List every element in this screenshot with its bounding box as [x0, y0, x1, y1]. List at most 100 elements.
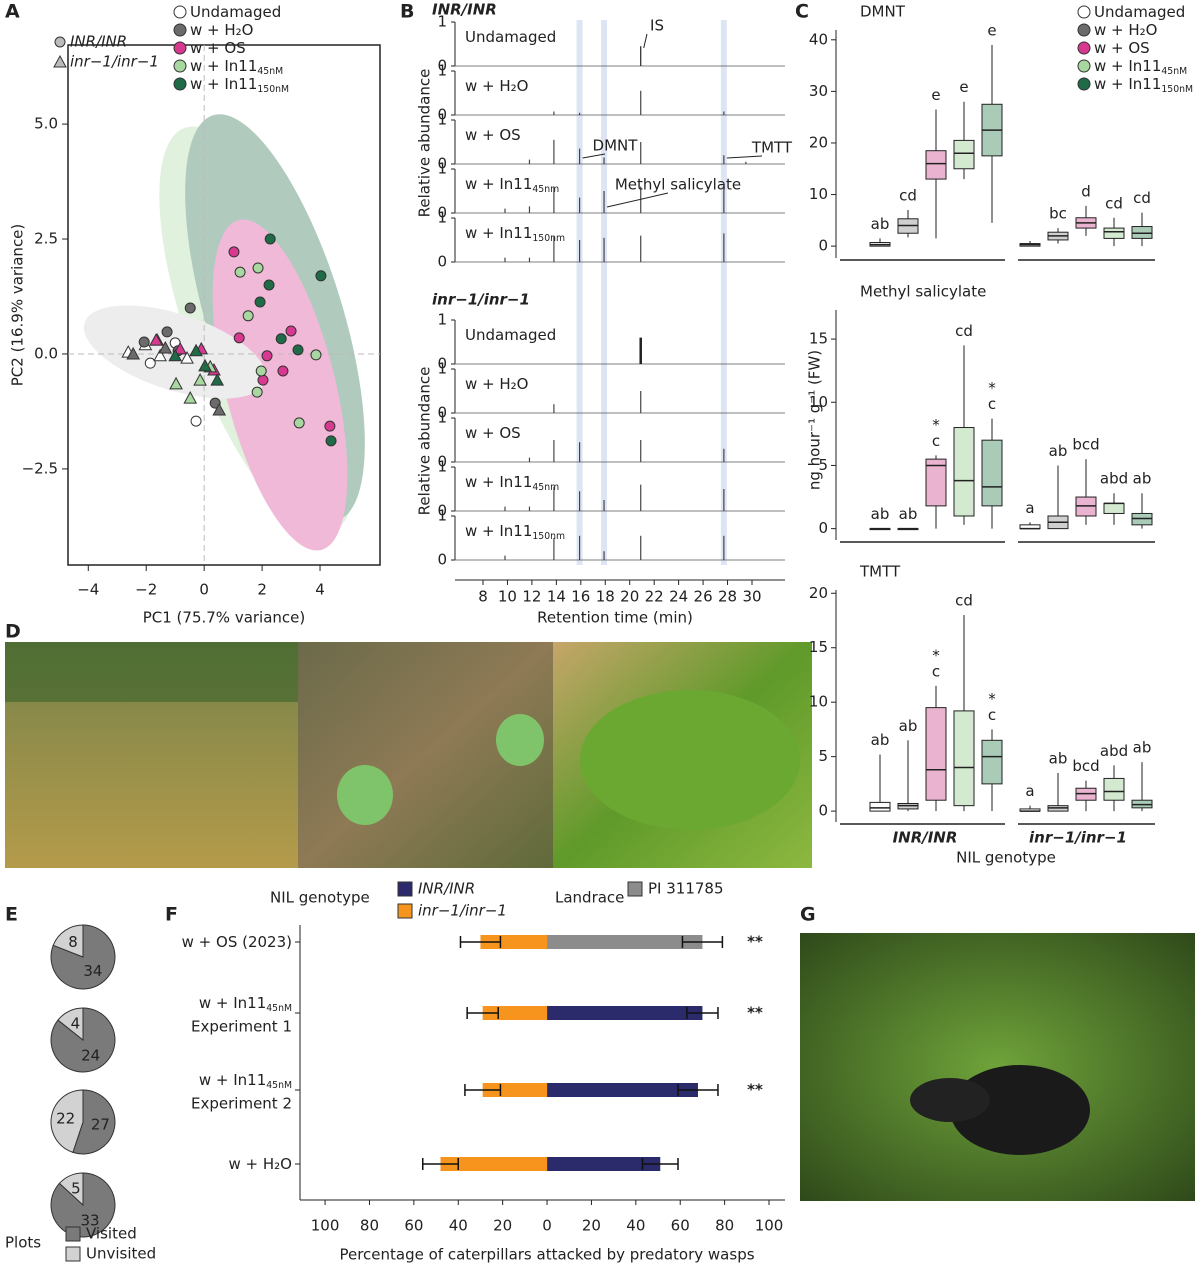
point [234, 266, 246, 278]
x-tick-label: 20 [582, 1217, 601, 1235]
y-tick-label: 1 [437, 311, 447, 329]
point [126, 346, 141, 360]
x-tick-label: 40 [626, 1217, 645, 1235]
letter: bc [1049, 205, 1067, 223]
panel-label: A [5, 1, 20, 23]
x-tick-label: 20 [620, 588, 639, 606]
slice-label: 24 [81, 1046, 100, 1064]
label-part: w + OS [1094, 39, 1150, 57]
x-tick-label: 40 [449, 1217, 468, 1235]
letter: c [932, 662, 940, 680]
letter: c [988, 395, 996, 413]
y-tick-label: 15 [809, 330, 828, 348]
category-note: Experiment 1 [191, 1018, 292, 1036]
trace-label: w + In11150nm [465, 224, 565, 244]
point [190, 415, 202, 427]
point [261, 350, 273, 362]
x-tick-label: 0 [542, 1217, 552, 1235]
wasp [910, 1078, 990, 1122]
box [1103, 502, 1125, 514]
letter: cd [955, 592, 973, 610]
box [1131, 226, 1153, 239]
point [138, 336, 150, 348]
legend-marker [1077, 59, 1091, 73]
panel-label: D [5, 621, 21, 643]
y-tick-label: 1 [437, 160, 447, 178]
point [168, 348, 183, 362]
legend-swatch [65, 1246, 81, 1262]
legend-label: INR/INR [418, 880, 475, 898]
x-tick-label: 80 [360, 1217, 379, 1235]
box [981, 739, 1003, 785]
point [315, 270, 327, 282]
subscript: 45nM [1161, 66, 1187, 77]
trace-label: w + OS [465, 126, 521, 144]
panel-label: G [800, 904, 816, 926]
y-tick-label: 5 [818, 747, 828, 765]
category-label: w + H₂O [229, 1155, 292, 1173]
legend-label: w + OS [1094, 39, 1150, 57]
point [275, 333, 287, 345]
annotation: IS [650, 17, 664, 35]
point [252, 262, 264, 274]
letter: bcd [1072, 436, 1099, 454]
point [158, 340, 173, 354]
label-part: w + In11 [199, 1071, 266, 1089]
subscript: 150nm [532, 531, 565, 542]
x-tick-label: 10 [498, 588, 517, 606]
y-tick-label: 10 [809, 393, 828, 411]
point [293, 417, 305, 429]
significance: ** [747, 933, 763, 951]
label-part: w + In11 [465, 522, 532, 540]
significance: * [988, 690, 996, 708]
legend-label: w + In1145nM [1094, 57, 1187, 77]
letter: abd [1100, 742, 1128, 760]
y-tick-label: 1 [437, 13, 447, 31]
significance: * [932, 646, 940, 664]
letter: ab [871, 731, 890, 749]
y-tick-label: 0 [437, 155, 447, 173]
legend-label: Unvisited [86, 1245, 156, 1263]
letter: ab [1049, 749, 1068, 767]
y-tick-label: 20 [809, 584, 828, 602]
point [242, 310, 254, 322]
x-tick-label: 60 [671, 1217, 690, 1235]
letter: a [1025, 782, 1034, 800]
label-part: w + In11 [465, 473, 532, 491]
label-part: w + H₂O [190, 21, 253, 39]
pie-slice [52, 924, 84, 958]
letter: ab [871, 505, 890, 523]
panel-title: DMNT [860, 3, 906, 21]
x-tick-label: −2 [135, 581, 157, 599]
legend-marker [1077, 5, 1091, 19]
point [183, 391, 198, 404]
x-tick-label: 14 [547, 588, 566, 606]
x-tick-label: 80 [715, 1217, 734, 1235]
subscript: 45nM [257, 66, 283, 77]
y-tick-label: 1 [437, 360, 447, 378]
x-tick-label: 100 [755, 1217, 784, 1235]
point [285, 325, 297, 337]
pot [496, 714, 544, 766]
legend-label: Visited [86, 1225, 137, 1243]
letter: e [959, 78, 968, 96]
bar [480, 935, 548, 949]
bar [547, 935, 703, 949]
panel-label: C [795, 1, 809, 23]
point [173, 341, 187, 355]
legend-swatch [627, 881, 643, 897]
point [310, 349, 322, 361]
x-tick-label: −4 [77, 581, 99, 599]
letter: ab [1049, 442, 1068, 460]
annotation-arrow [643, 33, 648, 49]
subscript: 150nM [1161, 84, 1193, 95]
y-tick-label: 0 [437, 404, 447, 422]
leaf [580, 690, 800, 830]
bar [440, 1157, 548, 1171]
label-part: Undamaged [465, 28, 556, 46]
box [925, 458, 947, 507]
x-axis-label: Percentage of caterpillars attacked by p… [339, 1246, 754, 1264]
panel-label: F [165, 904, 178, 926]
slice-label: 27 [91, 1115, 110, 1133]
annotation-arrow [606, 192, 669, 208]
